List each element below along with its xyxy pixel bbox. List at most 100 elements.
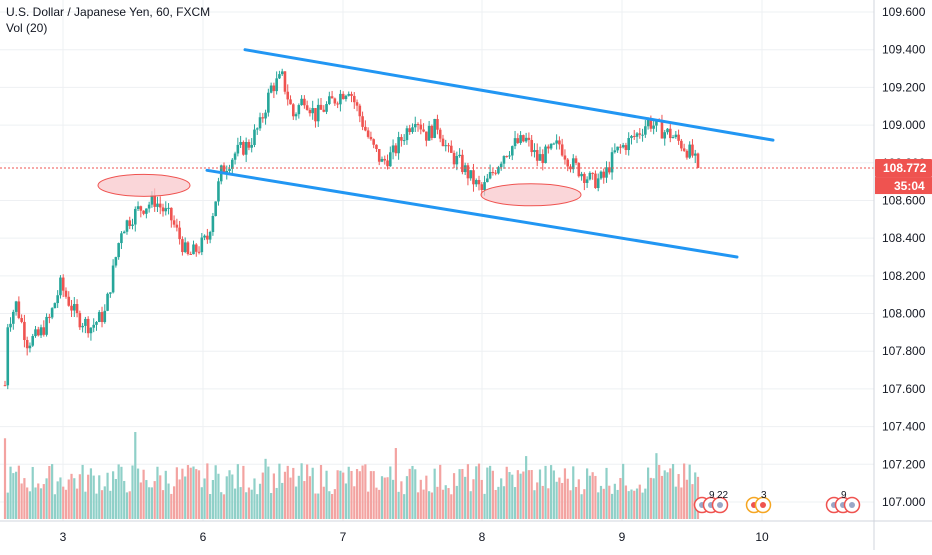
candle-body [258,117,262,129]
us-flag-icon[interactable]: 9 22 [693,490,729,514]
volume-bar [275,487,278,519]
candle-body [571,158,575,170]
price-tick-label: 109.400 [882,43,926,57]
candle-body [122,231,126,234]
candle-body [228,168,231,171]
channel-drawing[interactable] [205,48,775,259]
volume-bar [391,479,395,519]
candle-body [84,318,87,326]
candle-body [533,150,536,153]
candle-body [596,178,600,188]
candle-body [527,137,531,140]
volume-bar [264,458,267,519]
channel-upper-line[interactable] [243,48,775,142]
candle-body [339,93,342,105]
candle-body [175,224,179,228]
volume-bar [633,490,636,519]
candle-body [516,138,520,143]
volume-bar [34,487,37,519]
highlight-ellipses[interactable] [97,173,582,207]
volume-bar [289,477,292,519]
candle-body [530,139,533,153]
volume-bar [544,465,547,519]
candle-body [688,144,691,158]
candle-body [488,172,492,179]
volume-bar [200,487,203,519]
japan-flag-icon[interactable]: 3 [745,490,772,514]
volume-bar [203,478,206,519]
candle-body [519,135,522,143]
candle-body [607,167,611,173]
candle-body [366,130,370,137]
volume-bar [233,488,237,519]
price-tick-label: 109.600 [882,5,926,19]
candle-body [682,148,686,151]
candle-body [109,292,112,294]
volume-bar [552,470,555,519]
countdown-badge [875,177,932,195]
candle-body [267,92,270,113]
candle-body [297,105,301,115]
price-tick-label: 109.200 [882,80,926,94]
volume-bar [26,487,29,519]
candle-body [231,159,234,169]
candle-body [172,220,176,225]
us-flag-icon[interactable]: 9 [825,490,861,514]
candle-body [133,208,137,225]
candle-body [325,104,328,112]
candle-body [255,128,259,130]
time-axis[interactable]: 3 6 7 8 9 10 [0,520,932,544]
candle-body [336,103,339,105]
volume-bar [175,467,178,519]
candle-body [655,119,658,126]
candle-body [147,204,151,209]
time-tick-label: 8 [479,530,486,544]
candle-body [192,244,195,255]
volume-bar [644,488,647,519]
economic-events[interactable]: 9 22 3 9 [693,490,861,514]
channel-lower-line[interactable] [205,168,739,259]
candle-body [120,233,123,244]
volume-bar [489,465,492,519]
price-axis[interactable]: 109.600109.400109.200109.000108.800108.6… [873,0,932,550]
candle-body [544,146,547,164]
volume-bar [574,486,578,519]
volume-bar [439,464,442,519]
candle-body [644,126,647,135]
symbol-title[interactable]: U.S. Dollar / Japanese Yen, 60, FXCM [6,5,211,19]
volume-bar [211,480,214,519]
candle-body [563,155,567,160]
candle-body [25,340,29,349]
volume-bar [51,464,54,519]
volume-bar [303,481,306,519]
volume-bar [630,489,633,519]
candle-body [3,385,7,387]
volume-bar [572,466,575,519]
volume-bar [286,465,289,519]
volume-indicator-label[interactable]: Vol (20) [6,21,48,35]
volume-bar [480,479,483,519]
price-tick-label: 108.600 [882,193,926,207]
candle-body [663,132,667,139]
volume-bar [145,480,148,519]
volume-bar [475,466,478,519]
highlight-ellipse-right[interactable] [480,183,582,207]
volume-bar [48,465,51,519]
candle-body [389,152,392,167]
volume-bar [694,472,697,519]
volume-bar [497,486,500,519]
volume-bar [225,476,228,519]
volume-bar [433,468,436,519]
candle-body [286,91,290,100]
volume-bar [112,471,115,519]
event-count-label: 9 [709,490,715,501]
candle-body [197,251,201,253]
candle-body [106,293,109,311]
highlight-ellipse-left[interactable] [97,173,191,197]
volume-bar [450,494,453,519]
volume-bar [389,466,392,519]
candle-body [693,153,697,156]
candle-body [391,145,395,153]
